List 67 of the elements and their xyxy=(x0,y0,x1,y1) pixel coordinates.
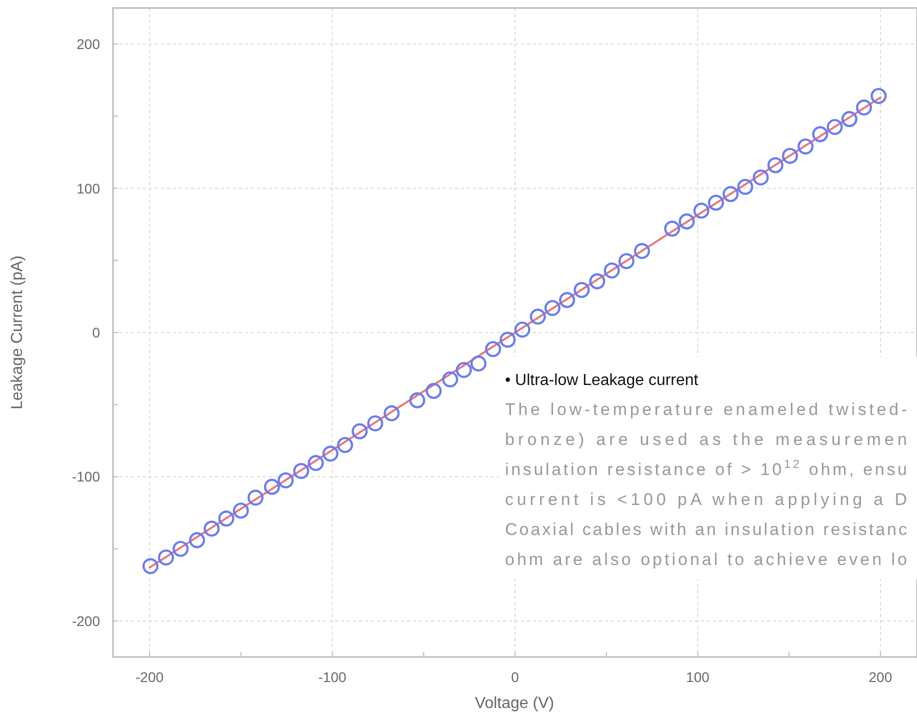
point xyxy=(278,472,294,488)
point xyxy=(204,520,220,537)
x-tick-label: -100 xyxy=(318,669,346,685)
point xyxy=(782,148,798,164)
point xyxy=(708,194,724,211)
point xyxy=(384,405,400,422)
point xyxy=(264,478,280,495)
point xyxy=(485,341,502,358)
point xyxy=(618,253,634,270)
point xyxy=(530,308,546,325)
point xyxy=(500,332,516,348)
point xyxy=(142,558,158,574)
annotation: current is <100 pA when applying a D xyxy=(505,490,907,509)
point xyxy=(337,436,354,453)
point xyxy=(678,213,695,230)
point xyxy=(634,243,650,260)
point xyxy=(812,126,828,142)
y-tick-label: 200 xyxy=(76,36,100,52)
point xyxy=(409,392,426,408)
point xyxy=(232,502,249,519)
point xyxy=(870,88,887,104)
point xyxy=(456,362,472,378)
point xyxy=(752,169,769,186)
annotation: ohm are also optional to achieve even lo xyxy=(505,550,907,569)
point xyxy=(767,157,784,174)
point xyxy=(574,282,590,298)
point xyxy=(158,549,174,566)
point xyxy=(322,446,338,462)
x-tick-label: 200 xyxy=(868,669,892,685)
point xyxy=(841,111,858,128)
point xyxy=(248,490,264,506)
point xyxy=(604,262,620,278)
annotation: The low-temperature enameled twisted- xyxy=(505,400,907,419)
annotation: insulation resistance of > 10$^{12}$ ohm, ensu xyxy=(505,457,907,479)
x-axis-title: Voltage (V) xyxy=(474,695,554,712)
point xyxy=(426,382,442,399)
point xyxy=(470,356,486,372)
y-tick-label: 0 xyxy=(92,324,100,340)
point xyxy=(544,300,560,316)
point xyxy=(737,178,754,195)
annotation: bronze) are used as the measuremen xyxy=(505,430,907,449)
annotation: Coaxial cables with an insulation resistanc xyxy=(505,520,908,539)
point xyxy=(189,532,206,548)
y-tick-label: -200 xyxy=(72,612,100,629)
x-tick-label: -200 xyxy=(136,669,164,685)
y-tick-label: -100 xyxy=(72,468,100,485)
point xyxy=(218,510,234,527)
point xyxy=(798,138,814,154)
point xyxy=(722,186,739,202)
point xyxy=(856,100,872,116)
y-axis-title: Leakage Current (pA) xyxy=(9,256,26,410)
point xyxy=(826,118,843,135)
point xyxy=(308,455,324,472)
point xyxy=(589,273,606,290)
point xyxy=(172,540,189,557)
annotation: • Ultra-low Leakage current xyxy=(505,372,699,389)
point xyxy=(442,371,458,388)
point xyxy=(559,292,576,308)
y-tick-label: 100 xyxy=(76,180,100,196)
point xyxy=(352,423,368,440)
point xyxy=(293,462,310,479)
x-tick-label: 0 xyxy=(511,669,520,685)
point xyxy=(367,415,384,432)
x-tick-label: 100 xyxy=(686,669,710,685)
point xyxy=(693,202,710,219)
point xyxy=(664,220,680,237)
point xyxy=(514,322,530,338)
